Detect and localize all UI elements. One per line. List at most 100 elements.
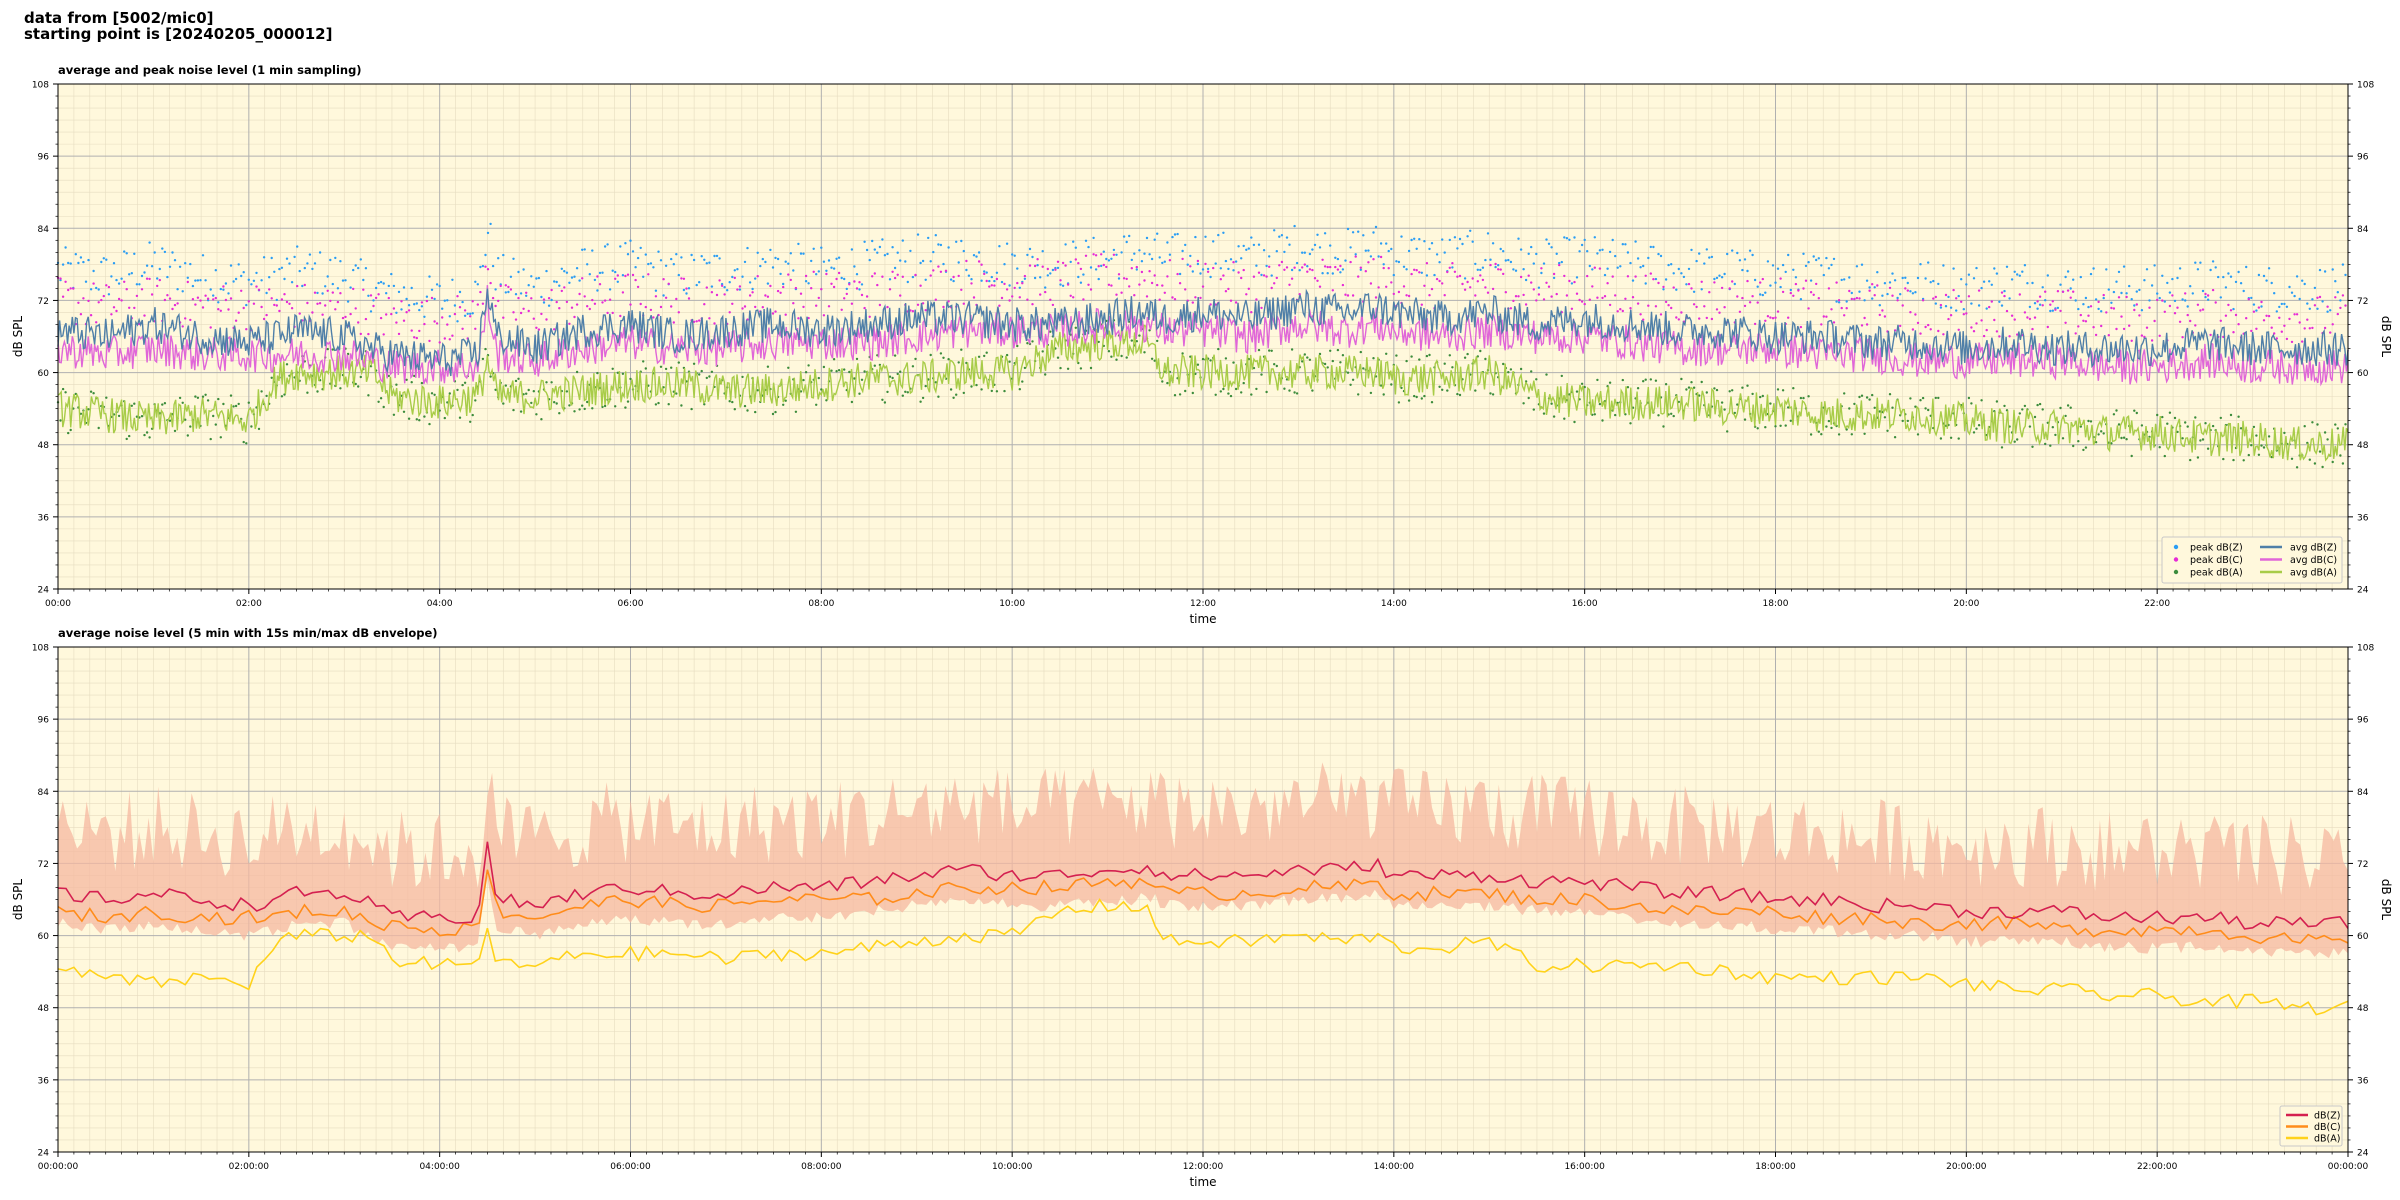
peak-point: [2049, 303, 2052, 306]
peak-point: [161, 247, 164, 250]
peak-point: [975, 383, 978, 387]
peak-point: [1977, 304, 1981, 307]
peak-point: [148, 436, 151, 439]
peak-point: [451, 278, 454, 281]
peak-point: [1122, 235, 1126, 238]
peak-point: [201, 395, 205, 398]
peak-point: [647, 262, 650, 266]
peak-point: [61, 295, 65, 298]
peak-point: [519, 410, 523, 413]
x-axis-label: time: [1189, 1175, 1216, 1189]
peak-point: [1092, 253, 1095, 256]
peak-point: [947, 358, 950, 361]
peak-point: [2077, 307, 2080, 311]
peak-point: [616, 280, 619, 283]
peak-point: [1306, 270, 1309, 273]
peak-point: [382, 333, 385, 336]
peak-point: [2018, 293, 2022, 296]
peak-point: [451, 334, 454, 337]
peak-point: [339, 387, 342, 390]
peak-point: [1858, 290, 1861, 293]
peak-point: [2059, 309, 2062, 313]
peak-point: [260, 305, 263, 309]
peak-point: [1906, 289, 1910, 292]
peak-point: [1026, 253, 1029, 257]
y-tick-label-left: 108: [32, 644, 49, 654]
peak-point: [1133, 294, 1136, 297]
peak-point: [2064, 275, 2067, 279]
peak-point: [575, 370, 579, 374]
peak-point: [2031, 281, 2034, 285]
peak-point: [2339, 306, 2342, 310]
peak-point: [285, 300, 289, 304]
peak-point: [504, 291, 507, 294]
peak-point: [2130, 454, 2133, 458]
peak-point: [2242, 289, 2245, 293]
peak-point: [1382, 263, 1385, 266]
peak-point: [377, 281, 380, 285]
peak-point: [850, 248, 854, 251]
peak-point: [1107, 350, 1111, 353]
peak-point: [481, 357, 485, 361]
peak-point: [1351, 231, 1355, 234]
peak-point: [1924, 325, 1927, 329]
peak-point: [59, 419, 62, 422]
peak-point: [804, 274, 808, 278]
data-layer: [56, 222, 2349, 469]
peak-point: [1825, 315, 1828, 318]
peak-point: [1308, 252, 1312, 256]
peak-point: [275, 298, 278, 302]
peak-point: [2341, 263, 2345, 266]
peak-point: [644, 367, 647, 370]
peak-point: [517, 377, 520, 380]
peak-point: [140, 415, 144, 418]
peak-point: [1949, 436, 1953, 439]
peak-point: [143, 314, 146, 317]
peak-point: [1306, 265, 1309, 268]
peak-point: [1921, 396, 1925, 400]
peak-point: [1143, 351, 1146, 354]
peak-point: [736, 288, 739, 291]
peak-point: [64, 246, 67, 249]
peak-point: [713, 254, 716, 258]
peak-point: [2219, 319, 2222, 322]
peak-point: [423, 415, 426, 418]
peak-point: [705, 286, 708, 289]
peak-point: [1016, 281, 1019, 285]
peak-point: [135, 283, 139, 286]
peak-point: [2181, 437, 2184, 440]
y-axis-label-left: dB SPL: [11, 316, 25, 358]
peak-point: [588, 307, 591, 311]
peak-point: [1240, 391, 1243, 394]
peak-point: [1178, 393, 1182, 396]
peak-point: [1629, 261, 1632, 265]
peak-point: [1326, 366, 1329, 369]
peak-point: [1545, 281, 1548, 284]
peak-point: [764, 260, 767, 264]
peak-point: [1517, 237, 1520, 240]
peak-point: [1921, 299, 1925, 302]
peak-point: [527, 388, 530, 392]
peak-point: [2252, 303, 2256, 306]
peak-point: [542, 301, 546, 304]
peak-point: [461, 383, 464, 387]
peak-point: [1441, 282, 1444, 285]
peak-point: [1540, 267, 1543, 270]
peak-point: [339, 260, 342, 263]
peak-point: [525, 392, 528, 395]
peak-point: [2102, 293, 2105, 297]
peak-point: [532, 285, 535, 288]
peak-point: [324, 304, 327, 307]
peak-point: [636, 285, 640, 289]
peak-point: [2072, 278, 2075, 281]
peak-point: [446, 323, 449, 326]
peak-point: [517, 296, 520, 300]
peak-point: [1084, 254, 1088, 257]
peak-point: [1410, 355, 1413, 358]
peak-point: [2189, 285, 2192, 288]
peak-point: [1273, 282, 1276, 285]
peak-point: [318, 302, 322, 305]
peak-point: [1871, 393, 1874, 397]
peak-point: [1853, 298, 1856, 301]
starting-point-line: starting point is [20240205_000012]: [24, 25, 333, 43]
